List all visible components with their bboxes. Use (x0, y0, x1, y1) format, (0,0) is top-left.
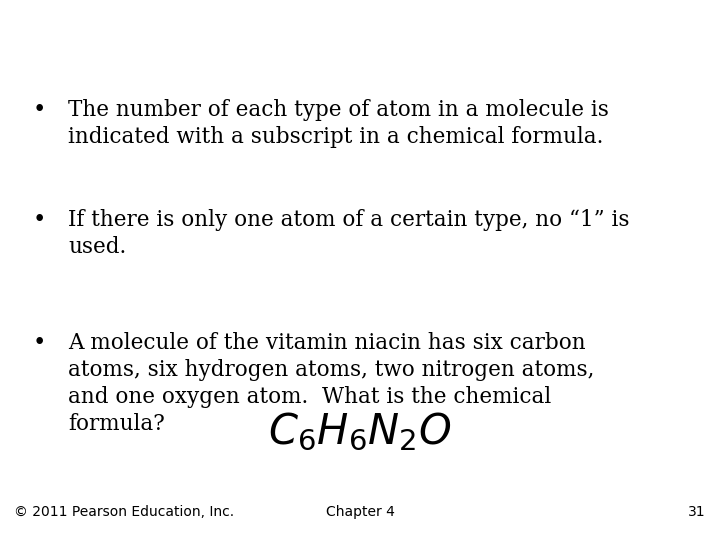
Text: If there is only one atom of a certain type, no “1” is
used.: If there is only one atom of a certain t… (68, 209, 630, 258)
Text: •: • (33, 332, 46, 354)
Text: $C_6H_6N_2O$: $C_6H_6N_2O$ (268, 411, 452, 453)
Text: 31: 31 (688, 505, 706, 519)
Text: © 2011 Pearson Education, Inc.: © 2011 Pearson Education, Inc. (14, 505, 235, 519)
Text: Writing Chemical Formulas: Writing Chemical Formulas (86, 14, 634, 48)
Text: •: • (33, 99, 46, 121)
Text: •: • (33, 209, 46, 231)
Text: Chapter 4: Chapter 4 (325, 505, 395, 519)
Text: The number of each type of atom in a molecule is
indicated with a subscript in a: The number of each type of atom in a mol… (68, 99, 609, 148)
Text: A molecule of the vitamin niacin has six carbon
atoms, six hydrogen atoms, two n: A molecule of the vitamin niacin has six… (68, 332, 595, 435)
